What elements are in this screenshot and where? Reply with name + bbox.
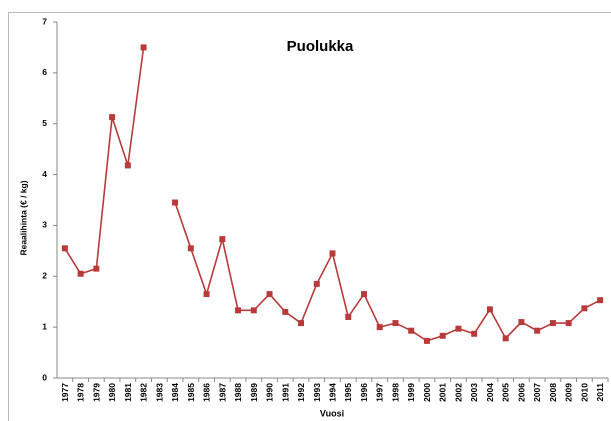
- point-marker: [455, 325, 462, 332]
- point-marker: [266, 291, 273, 298]
- x-tick-label: 1981: [123, 383, 133, 402]
- x-tick-label: 1982: [139, 383, 149, 402]
- point-marker: [235, 307, 242, 314]
- point-marker: [219, 236, 226, 243]
- point-marker: [124, 162, 131, 169]
- point-marker: [172, 199, 179, 206]
- x-tick-label: 2010: [579, 383, 589, 402]
- point-marker: [423, 337, 430, 344]
- point-marker: [329, 250, 336, 257]
- chart-frame: [8, 12, 611, 421]
- x-tick-label: 1979: [91, 383, 101, 402]
- y-axis-label: Reaalihinta (€ / kg): [18, 180, 28, 255]
- x-tick-label: 2000: [422, 383, 432, 402]
- x-tick-label: 1985: [186, 383, 196, 402]
- point-marker: [282, 308, 289, 315]
- point-marker: [534, 327, 541, 334]
- x-tick-label: 1991: [280, 383, 290, 402]
- x-tick-label: 2009: [564, 383, 574, 402]
- point-marker: [187, 245, 194, 252]
- series-line: [64, 47, 601, 342]
- x-tick-label: 1996: [359, 383, 369, 402]
- point-marker: [439, 332, 446, 339]
- x-tick-label: 1978: [76, 383, 86, 402]
- point-marker: [77, 270, 84, 277]
- y-tick-label: 1: [42, 321, 47, 331]
- point-marker: [61, 245, 68, 252]
- x-tick-label: 2005: [501, 383, 511, 402]
- x-tick-label: 2004: [485, 383, 495, 402]
- y-tick-label: 2: [42, 271, 47, 281]
- y-tick-label: 7: [42, 16, 47, 26]
- x-tick-label: 2001: [438, 383, 448, 402]
- x-tick-label: 1994: [328, 383, 338, 402]
- x-tick-label: 1988: [233, 383, 243, 402]
- x-tick-label: 2007: [532, 383, 542, 402]
- chart-title: Puolukka: [287, 38, 354, 55]
- x-tick-label: 1987: [217, 383, 227, 402]
- point-marker: [597, 297, 604, 304]
- x-tick-label: 2008: [548, 383, 558, 402]
- point-marker: [408, 327, 415, 334]
- point-marker: [486, 306, 493, 313]
- x-tick-label: 1999: [406, 383, 416, 402]
- point-marker: [313, 280, 320, 287]
- y-tick-label: 0: [42, 372, 47, 382]
- point-marker: [581, 305, 588, 312]
- point-marker: [203, 291, 210, 298]
- point-marker: [298, 320, 305, 327]
- y-tick-label: 6: [42, 67, 47, 77]
- x-tick-label: 1986: [202, 383, 212, 402]
- point-marker: [565, 320, 572, 327]
- point-marker: [518, 319, 525, 326]
- point-marker: [140, 44, 147, 51]
- point-marker: [93, 265, 100, 272]
- x-tick-label: 1983: [154, 383, 164, 402]
- y-tick-label: 3: [42, 220, 47, 230]
- point-marker: [376, 324, 383, 331]
- point-marker: [549, 320, 556, 327]
- point-marker: [250, 307, 257, 314]
- x-tick-label: 1990: [265, 383, 275, 402]
- y-tick-label: 5: [42, 118, 47, 128]
- x-tick-label: 1984: [170, 383, 180, 402]
- x-axis-label: Vuosi: [320, 408, 344, 418]
- point-marker: [345, 313, 352, 320]
- x-tick-label: 1998: [390, 383, 400, 402]
- point-marker: [502, 335, 509, 342]
- x-tick-label: 2011: [595, 383, 605, 402]
- x-tick-label: 2006: [516, 383, 526, 402]
- x-tick-label: 1995: [343, 383, 353, 402]
- point-marker: [109, 114, 116, 121]
- x-tick-label: 1992: [296, 383, 306, 402]
- point-marker: [392, 320, 399, 327]
- x-tick-label: 1993: [312, 383, 322, 402]
- x-tick-label: 1989: [249, 383, 259, 402]
- x-tick-label: 1980: [107, 383, 117, 402]
- x-tick-label: 1997: [375, 383, 385, 402]
- point-marker: [471, 330, 478, 337]
- y-tick-label: 4: [42, 169, 47, 179]
- x-tick-label: 1977: [60, 383, 70, 402]
- x-tick-label: 2003: [469, 383, 479, 402]
- point-marker: [360, 291, 367, 298]
- x-tick-label: 2002: [453, 383, 463, 402]
